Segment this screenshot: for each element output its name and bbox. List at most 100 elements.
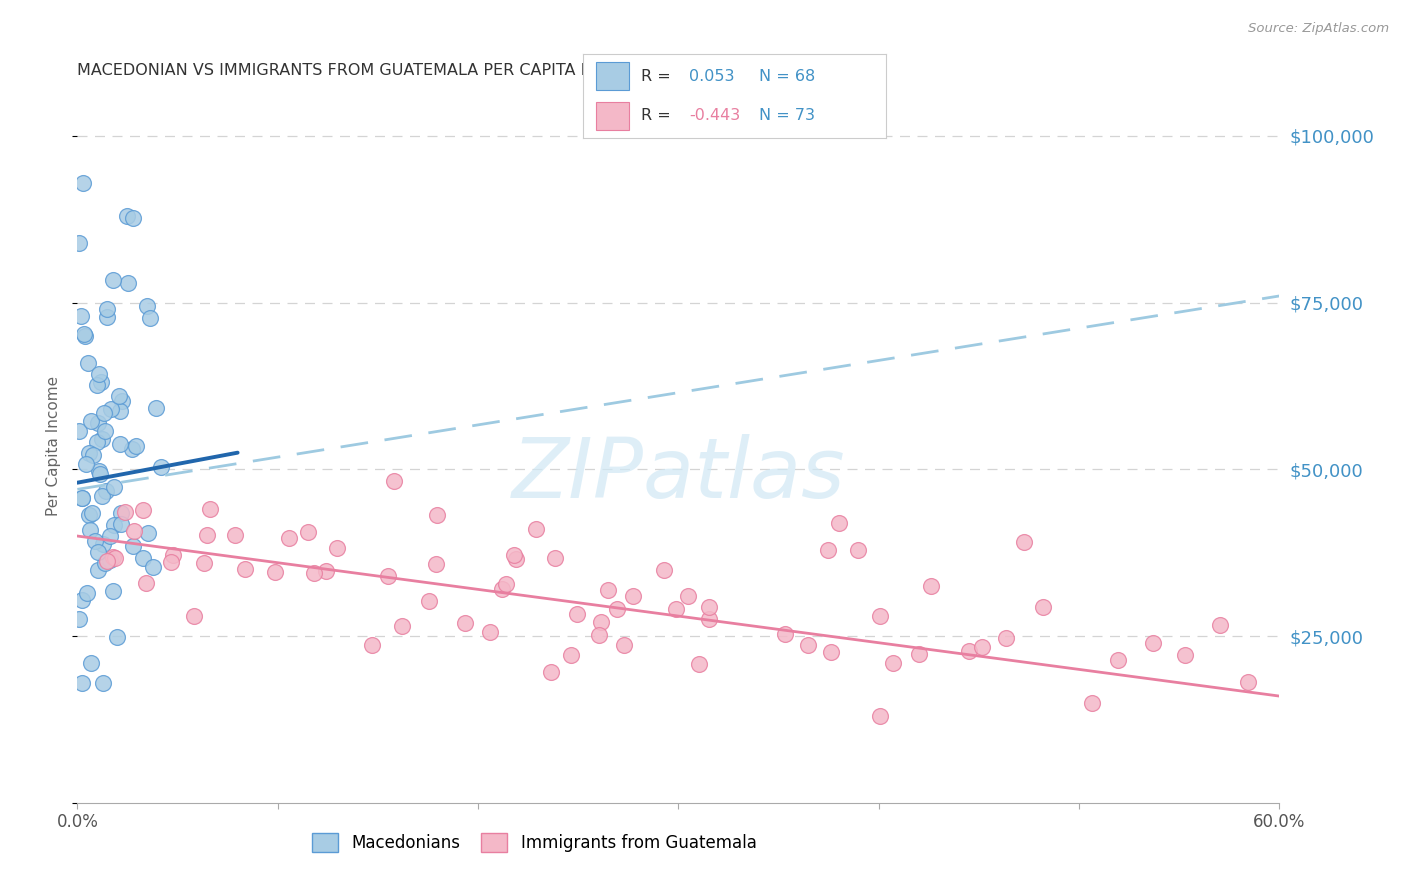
Point xyxy=(678,590,700,604)
Point xyxy=(621,589,644,603)
Point xyxy=(606,602,628,616)
Point xyxy=(86,378,108,392)
Point xyxy=(391,619,413,633)
Point xyxy=(1032,600,1054,615)
Point xyxy=(70,593,93,607)
Point xyxy=(1208,618,1230,632)
Point xyxy=(94,424,117,438)
Point xyxy=(224,527,246,541)
Point xyxy=(920,578,942,592)
Point xyxy=(98,553,121,567)
Point xyxy=(79,524,101,538)
Point xyxy=(302,566,325,580)
Point xyxy=(150,460,173,475)
Point xyxy=(100,402,122,417)
Point xyxy=(869,608,891,623)
Point xyxy=(90,375,112,389)
Point xyxy=(142,560,165,574)
Point xyxy=(96,301,118,316)
Point xyxy=(377,569,399,583)
Point xyxy=(70,491,93,506)
Point xyxy=(75,329,97,343)
Point xyxy=(108,403,131,417)
Point xyxy=(104,550,127,565)
Point xyxy=(277,531,299,545)
Point xyxy=(688,657,710,671)
Point xyxy=(543,551,565,566)
Point xyxy=(94,557,117,571)
Point xyxy=(425,558,447,572)
Point xyxy=(197,528,219,542)
Point xyxy=(970,640,993,655)
Point xyxy=(103,480,125,494)
Point xyxy=(326,541,349,556)
Point xyxy=(1081,696,1104,710)
Point xyxy=(131,550,153,565)
Point xyxy=(73,326,96,341)
Point xyxy=(89,463,111,477)
Point xyxy=(560,648,582,663)
Point xyxy=(121,442,143,457)
Point xyxy=(882,656,904,670)
Point xyxy=(96,483,118,498)
Point xyxy=(505,551,527,566)
Point xyxy=(91,675,114,690)
Point xyxy=(72,176,94,190)
Point xyxy=(665,602,688,616)
Point xyxy=(117,209,139,223)
Point xyxy=(524,522,547,536)
Point xyxy=(1236,674,1258,689)
Point xyxy=(591,615,613,630)
Point xyxy=(110,506,132,520)
Point xyxy=(70,309,93,323)
Point xyxy=(93,406,115,420)
Point xyxy=(612,638,634,652)
Point xyxy=(79,446,101,460)
Point xyxy=(111,394,134,409)
Point xyxy=(91,537,114,551)
Point xyxy=(797,639,820,653)
Point xyxy=(264,565,287,579)
Point xyxy=(994,632,1017,646)
Point xyxy=(122,539,145,553)
Point xyxy=(817,543,839,558)
Point xyxy=(83,533,105,548)
Point xyxy=(86,435,108,450)
Text: N = 68: N = 68 xyxy=(759,69,815,84)
Point xyxy=(160,555,183,569)
Point xyxy=(565,607,588,622)
Point xyxy=(110,437,132,451)
Point xyxy=(1107,653,1129,667)
Point xyxy=(828,516,851,530)
Point xyxy=(105,631,128,645)
Point xyxy=(121,211,143,225)
Point xyxy=(596,582,619,597)
Point xyxy=(70,491,93,506)
Point xyxy=(67,612,90,626)
Point xyxy=(426,508,449,523)
Point xyxy=(139,311,162,326)
Point xyxy=(697,599,720,614)
Point xyxy=(103,518,125,533)
Text: R =: R = xyxy=(641,69,676,84)
Point xyxy=(86,563,108,577)
Point xyxy=(846,542,869,557)
Point xyxy=(479,625,502,640)
Point xyxy=(117,276,139,290)
Point xyxy=(869,709,891,723)
Text: R =: R = xyxy=(641,108,676,123)
Point xyxy=(80,656,103,670)
Point xyxy=(1142,636,1164,650)
Point xyxy=(82,448,104,462)
Point xyxy=(98,529,121,543)
Text: -0.443: -0.443 xyxy=(689,108,741,123)
Point xyxy=(75,457,97,471)
Point xyxy=(491,582,513,596)
Point xyxy=(125,439,148,453)
Point xyxy=(957,644,980,658)
Point xyxy=(136,525,159,540)
Point xyxy=(67,424,90,438)
Point xyxy=(103,550,125,565)
Point xyxy=(91,489,114,503)
Point xyxy=(87,545,110,559)
